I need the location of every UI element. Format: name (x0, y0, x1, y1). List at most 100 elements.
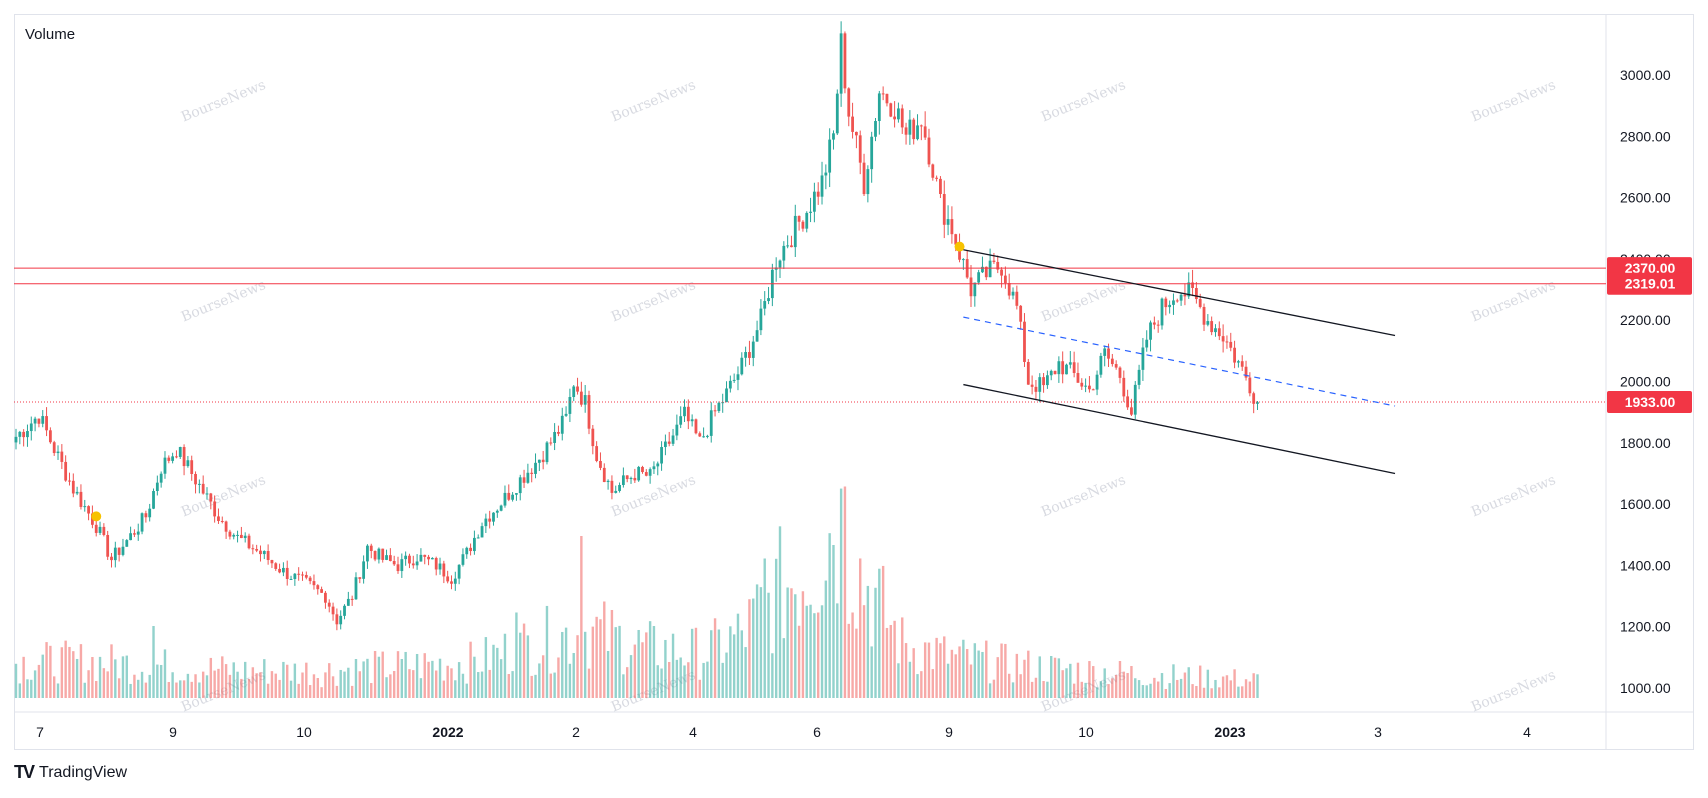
volume-bar (855, 628, 858, 698)
candle-body (461, 554, 465, 565)
volume-bar (98, 656, 102, 698)
volume-bar (33, 670, 37, 698)
candle-body (591, 428, 595, 447)
candle-body (1080, 382, 1084, 387)
candle-body (919, 125, 923, 127)
candle-body (209, 493, 213, 502)
watermark-text: BourseNews (1039, 472, 1128, 520)
candle-body (64, 461, 68, 481)
volume-bar (221, 656, 224, 698)
candle-body (1042, 377, 1045, 386)
time-axis-label: 10 (1078, 724, 1094, 740)
candle-body (45, 416, 48, 431)
candle-body (1256, 402, 1259, 404)
volume-bar (1076, 662, 1080, 698)
candle-body (358, 577, 362, 579)
candle-body (1149, 322, 1152, 340)
volume-bar (312, 674, 316, 698)
volume-bar (927, 642, 931, 698)
candle-body (182, 447, 186, 467)
candle-body (694, 419, 698, 434)
volume-bar (137, 679, 140, 698)
candle-body (660, 447, 663, 464)
candle-body (327, 602, 331, 607)
volume-bar (1134, 678, 1137, 698)
volume-bar (159, 664, 163, 698)
candle-body (1099, 355, 1103, 375)
volume-bar (244, 661, 247, 698)
watermark-text: BourseNews (1469, 667, 1558, 715)
volume-bar (484, 637, 488, 698)
volume-bar (988, 683, 992, 698)
price-label-text: 1933.00 (1625, 394, 1676, 410)
candle-body (946, 219, 950, 225)
candle-body (171, 456, 175, 461)
candle-body (1065, 364, 1068, 375)
volume-bar (763, 558, 766, 698)
candle-body (301, 574, 304, 576)
candle-body (728, 380, 732, 389)
volume-bar (992, 679, 996, 698)
volume-bar (133, 674, 136, 698)
volume-bar (114, 659, 117, 698)
volume-bar (710, 630, 713, 698)
candle-body (197, 483, 201, 485)
candle-body (893, 116, 896, 120)
candle-body (835, 93, 839, 134)
candle-body (587, 395, 591, 429)
candle-body (740, 357, 744, 375)
volume-bar (488, 669, 491, 698)
chart-frame[interactable] (14, 14, 1694, 750)
volume-bar (274, 673, 277, 698)
volume-bar (1027, 650, 1030, 698)
time-axis-label: 9 (169, 724, 177, 740)
price-label-text: 2319.01 (1625, 276, 1676, 292)
footer: TV TradingView (14, 762, 127, 783)
volume-bar (1061, 670, 1064, 698)
candle-body (656, 463, 660, 467)
candle-body (1248, 377, 1252, 394)
candle-body (595, 446, 599, 461)
volume-bar (171, 672, 174, 698)
volume-bar (965, 649, 969, 698)
volume-bar (511, 671, 514, 698)
candle-body (633, 477, 637, 481)
volume-bar (568, 663, 572, 698)
volume-bar (83, 682, 86, 698)
candle-body (706, 435, 709, 437)
volume-bar (1183, 672, 1187, 698)
volume-bar (144, 682, 148, 698)
candle-body (1038, 377, 1042, 392)
volume-bar (366, 658, 369, 698)
volume-bar (1111, 678, 1114, 698)
price-tick-label: 1800.00 (1620, 435, 1671, 451)
volume-bar (813, 613, 816, 698)
candle-body (812, 191, 816, 212)
candle-body (984, 266, 988, 278)
candle-body (537, 459, 541, 463)
candle-body (1210, 321, 1214, 333)
volume-bar (805, 605, 808, 698)
volume-bar (305, 662, 308, 698)
candle-body (855, 131, 858, 136)
yellow-marker-dot (91, 511, 102, 522)
candle-body (1164, 298, 1168, 308)
candle-body (125, 540, 129, 547)
volume-bar (175, 682, 178, 698)
candle-body (816, 191, 820, 197)
volume-bar (259, 672, 262, 698)
volume-bar (515, 612, 518, 698)
candle-body (243, 535, 247, 539)
candle-body (1026, 361, 1030, 385)
volume-bar (1195, 685, 1198, 698)
volume-bar (824, 580, 828, 698)
volume-bar (740, 630, 743, 698)
volume-indicator-label[interactable]: Volume (25, 26, 76, 43)
volume-bar (339, 669, 342, 698)
candle-body (186, 460, 190, 467)
volume-bar (587, 668, 591, 698)
candle-body (950, 219, 954, 235)
volume-bar (278, 679, 281, 698)
volume-bar (1030, 681, 1034, 698)
